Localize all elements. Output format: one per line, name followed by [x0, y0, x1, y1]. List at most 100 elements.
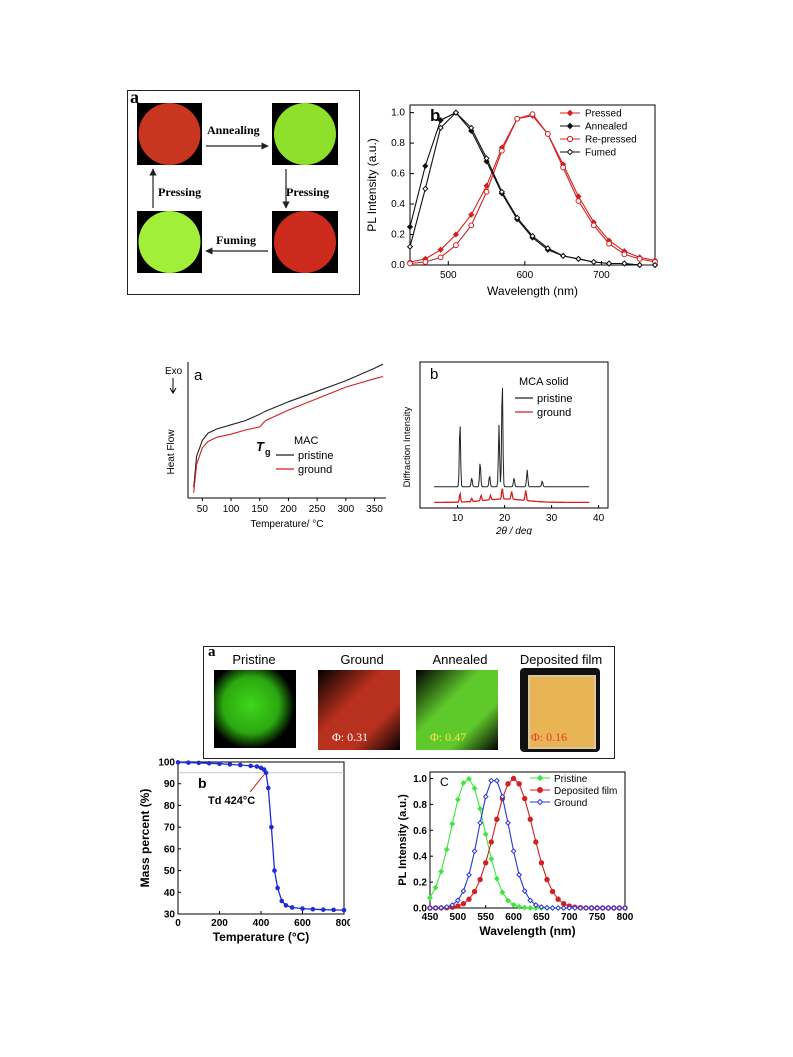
- series-line-pristine: [193, 363, 384, 488]
- legend-marker: [566, 148, 574, 156]
- legend-label: Pristine: [554, 774, 588, 785]
- data-point: [590, 258, 597, 266]
- data-point: [583, 905, 589, 911]
- data-point: [505, 819, 511, 826]
- data-point: [605, 260, 613, 267]
- data-point: [566, 905, 573, 911]
- arrow-label-fuming: Fuming: [216, 233, 257, 247]
- y-axis-label: Diffraction Intensity: [402, 406, 413, 487]
- y-tick-label: 0.2: [391, 230, 405, 241]
- tg-label: T: [256, 439, 265, 454]
- legend-marker: [536, 774, 544, 782]
- x-axis-label: 2θ / deg: [495, 526, 532, 535]
- data-point: [471, 848, 478, 855]
- data-point: [532, 902, 539, 908]
- x-axis-label: Wavelength (nm): [479, 924, 575, 938]
- y-axis-label: Mass percent (%): [140, 789, 152, 888]
- data-point: [610, 905, 617, 911]
- x-axis-label: Wavelength (nm): [487, 284, 578, 298]
- y-tick-label: 80: [164, 801, 176, 812]
- data-point: [499, 889, 506, 896]
- data-point: [406, 223, 414, 231]
- data-point: [206, 761, 212, 766]
- y-tick-label: 0.0: [413, 904, 427, 915]
- data-point: [422, 162, 429, 170]
- panel-label: b: [198, 775, 207, 791]
- data-point: [438, 904, 445, 911]
- fig1-pl-chart: 0.0 0.2 0.4 0.6 0.8 1.0 500 600 700 Wavelength (n…: [365, 104, 659, 298]
- x-tick-label: 100: [223, 504, 240, 515]
- data-point: [590, 222, 597, 229]
- y-tick-label: 0.8: [391, 138, 405, 149]
- data-point: [427, 905, 433, 911]
- data-point: [599, 905, 606, 911]
- x-tick-label: 50: [197, 504, 209, 515]
- panel-label: a: [194, 367, 203, 384]
- legend-title: MCA solid: [519, 376, 569, 388]
- data-point: [488, 856, 495, 862]
- pressed-red-disc: [138, 103, 201, 165]
- data-point: [549, 905, 556, 911]
- x-axis-label: Temperature/ °C: [251, 519, 324, 530]
- data-point: [522, 795, 528, 802]
- y-tick-label: 1.0: [413, 774, 427, 785]
- data-point: [437, 124, 444, 131]
- series-line-pristine: [434, 387, 590, 488]
- data-point: [443, 846, 450, 853]
- x-tick-label: 600: [294, 918, 311, 929]
- x-tick-label: 700: [561, 912, 578, 923]
- data-point: [437, 254, 444, 261]
- plot-frame: [409, 104, 656, 266]
- data-point: [483, 182, 490, 189]
- annealed-green-disc: [274, 103, 336, 165]
- x-tick-label: 200: [211, 918, 228, 929]
- data-point: [186, 760, 191, 765]
- x-tick-label: 10: [452, 513, 464, 524]
- data-point: [493, 875, 500, 882]
- y-tick-label: 0.4: [413, 852, 427, 863]
- data-point: [460, 780, 467, 786]
- data-point: [505, 781, 511, 787]
- arrow-label-annealing: Annealing: [207, 123, 260, 137]
- x-tick-label: 150: [251, 504, 268, 515]
- photo-title-0: Pristine: [232, 652, 276, 667]
- plot-frame: [419, 361, 609, 509]
- data-point: [533, 839, 539, 845]
- fig3-panel-a-label: a: [208, 644, 216, 660]
- legend-label: pristine: [298, 450, 333, 462]
- y-tick-label: 0.0: [391, 260, 405, 271]
- data-point: [443, 904, 450, 910]
- data-point: [516, 903, 523, 910]
- data-point: [283, 903, 289, 908]
- quantum-yield-label: Φ: 0.47: [430, 730, 467, 744]
- data-point: [544, 904, 550, 911]
- data-point: [263, 770, 269, 776]
- y-tick-label: 1.0: [391, 108, 405, 119]
- photo-pristine: [214, 670, 296, 748]
- data-point: [432, 884, 439, 891]
- data-point: [560, 905, 567, 911]
- data-point: [538, 860, 545, 866]
- data-point: [549, 888, 556, 895]
- data-point: [300, 906, 305, 911]
- data-point: [622, 905, 628, 911]
- quantum-yield-label: Φ: 0.31: [332, 730, 369, 744]
- data-point: [544, 131, 551, 137]
- data-point: [466, 775, 472, 782]
- data-point: [532, 905, 539, 911]
- data-point: [560, 252, 567, 259]
- arrow-label-pressing-left: Pressing: [158, 185, 202, 199]
- data-point: [516, 871, 523, 878]
- data-point: [279, 898, 285, 904]
- data-point: [432, 905, 439, 911]
- x-tick-label: 30: [546, 513, 558, 524]
- data-point: [529, 111, 536, 118]
- data-point: [272, 868, 277, 873]
- data-point: [454, 897, 461, 904]
- legend-marker: [566, 109, 574, 117]
- data-point: [514, 214, 521, 221]
- data-point: [538, 904, 545, 910]
- x-tick-label: 250: [309, 504, 326, 515]
- legend-label: Fumed: [585, 148, 616, 159]
- photo-title-2: Annealed: [432, 652, 488, 667]
